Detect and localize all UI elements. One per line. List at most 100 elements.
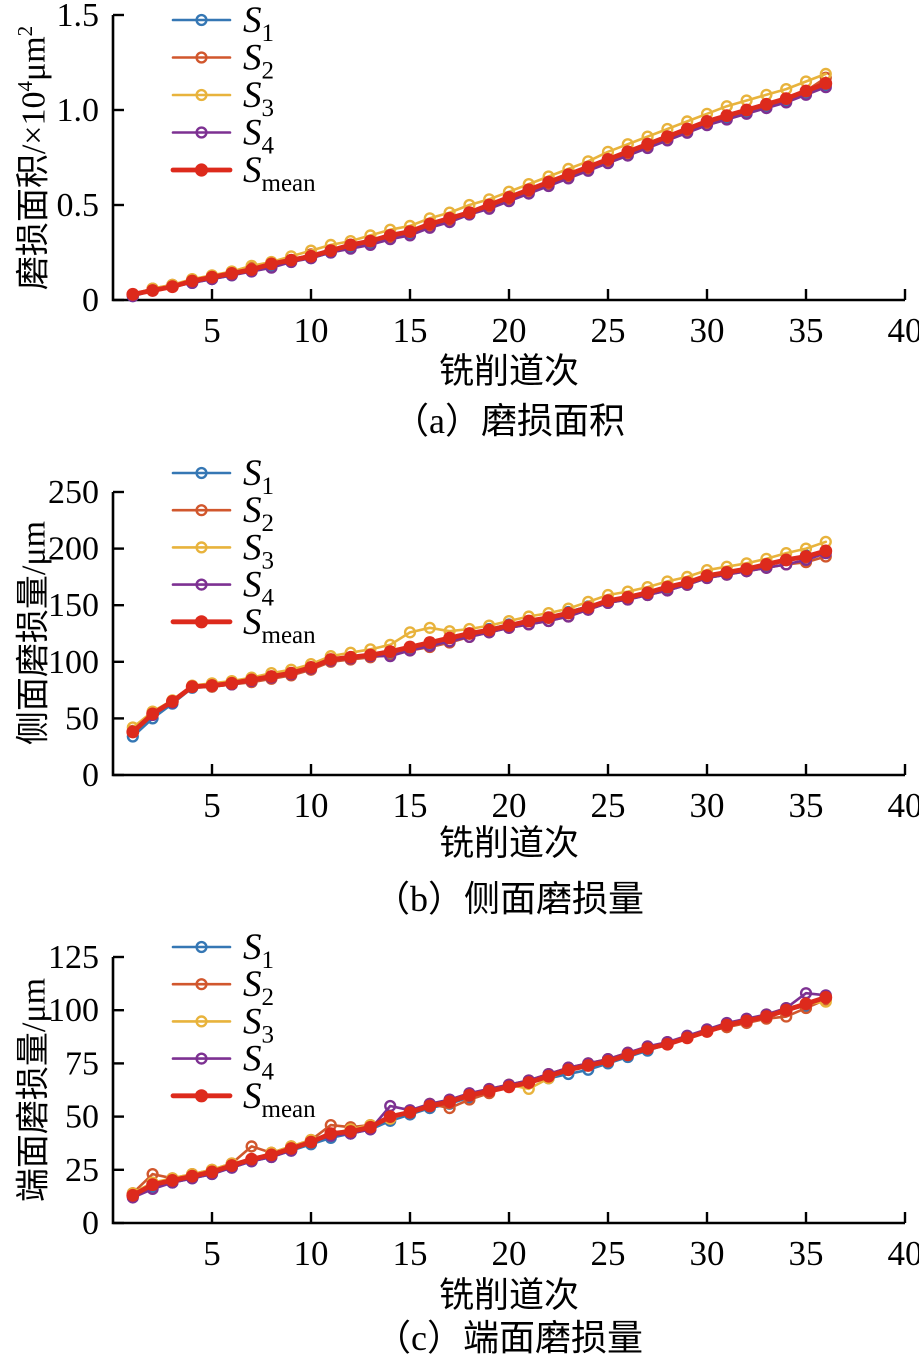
legend-item-S1: S1 xyxy=(171,927,274,974)
data-point xyxy=(443,631,456,645)
y-tick-label: 1.0 xyxy=(57,92,100,129)
data-point xyxy=(205,270,219,284)
legend-marker-open-circle xyxy=(195,578,208,591)
data-point xyxy=(324,244,338,257)
y-tick-label: 25 xyxy=(65,1152,99,1189)
series-S3 xyxy=(126,67,832,301)
y-tick-label: 250 xyxy=(48,474,99,511)
legend-marker-open-circle xyxy=(195,51,208,64)
chart-c-plot: 5 10 15 20 25 30 35 40 0 25 50 75 100 125 S1S2S3S4Smea… xyxy=(48,927,919,1273)
x-tick-label: 20 xyxy=(492,311,527,350)
legend-label: S1 xyxy=(243,927,274,974)
data-point xyxy=(304,1135,318,1149)
data-point xyxy=(720,565,734,579)
legend-label: Smean xyxy=(243,150,316,197)
data-point xyxy=(324,1127,338,1141)
legend-label: S3 xyxy=(243,75,274,122)
legend-item-Smean: Smean xyxy=(170,602,316,649)
legend-marker-open-circle xyxy=(195,1015,208,1028)
data-point xyxy=(720,1018,734,1032)
data-point xyxy=(819,77,833,90)
data-point xyxy=(700,115,714,128)
data-point xyxy=(542,1069,555,1083)
legend-label: S3 xyxy=(243,1001,274,1048)
data-point xyxy=(146,1178,160,1192)
data-point xyxy=(463,1088,476,1102)
x-tick-label: 40 xyxy=(888,1234,919,1273)
data-point xyxy=(680,1031,694,1045)
data-point xyxy=(661,130,674,144)
legend-label: S2 xyxy=(243,38,274,85)
data-point xyxy=(522,183,536,197)
data-point xyxy=(443,211,456,225)
legend-label: S4 xyxy=(243,1039,275,1086)
data-point xyxy=(542,175,555,189)
data-point xyxy=(760,1010,773,1023)
x-tick-label: 20 xyxy=(492,786,527,825)
data-point xyxy=(463,206,476,220)
x-tick-label: 15 xyxy=(393,786,428,825)
x-tick-label: 35 xyxy=(789,1234,824,1273)
legend-marker-open-circle xyxy=(195,126,208,139)
data-point xyxy=(344,238,357,252)
data-point xyxy=(779,92,793,105)
legend-marker-open-circle xyxy=(195,541,208,554)
legend-item-Smean: Smean xyxy=(170,1076,316,1123)
legend-marker-filled-circle xyxy=(194,615,209,629)
data-point xyxy=(581,601,595,614)
x-tick-label: 5 xyxy=(203,311,221,350)
legend-marker-open-circle xyxy=(195,940,208,954)
data-point xyxy=(403,1105,417,1119)
legend-item-S2: S2 xyxy=(171,38,274,85)
data-point xyxy=(779,553,793,567)
y-tick-label: 0 xyxy=(82,1205,99,1242)
legend-marker-open-circle xyxy=(195,466,208,480)
legend-label: S4 xyxy=(243,113,275,160)
data-point xyxy=(542,611,555,625)
legend-label: S2 xyxy=(243,490,274,537)
x-tick-label: 40 xyxy=(888,786,919,825)
data-point xyxy=(265,257,278,271)
data-point xyxy=(819,991,833,1004)
x-tick-label: 25 xyxy=(591,311,626,350)
x-tick-label: 30 xyxy=(690,1234,725,1273)
legend-label: Smean xyxy=(243,602,316,649)
x-tick-label: 15 xyxy=(393,1234,428,1273)
x-tick-label: 20 xyxy=(492,1234,527,1273)
data-point xyxy=(225,1159,239,1172)
x-tick-label: 40 xyxy=(888,311,919,350)
y-tick-label: 100 xyxy=(48,992,99,1029)
data-point xyxy=(166,1174,179,1187)
data-point xyxy=(284,253,298,267)
data-point xyxy=(799,997,813,1011)
x-axis-label-a: 铣削道次 xyxy=(438,352,579,391)
data-point xyxy=(443,1095,456,1109)
y-tick-label: 0 xyxy=(82,757,99,794)
data-point xyxy=(502,1080,516,1094)
data-point xyxy=(146,707,160,721)
data-point xyxy=(205,679,219,692)
x-axis-label-c: 铣削道次 xyxy=(438,1276,579,1315)
data-point xyxy=(740,562,753,576)
data-point xyxy=(641,586,654,600)
legend-marker-open-circle xyxy=(195,1052,208,1065)
data-point xyxy=(661,580,674,594)
data-point xyxy=(245,263,258,276)
data-point xyxy=(760,97,773,111)
y-tick-label: 100 xyxy=(48,644,99,681)
data-point xyxy=(126,1188,140,1202)
data-point xyxy=(463,627,476,640)
legend-label: S1 xyxy=(243,455,274,500)
legend-marker-open-circle xyxy=(195,13,208,27)
series-Smean xyxy=(126,77,833,301)
data-point xyxy=(166,695,179,708)
data-point xyxy=(324,653,338,666)
data-point xyxy=(641,137,654,151)
y-tick-label: 0.5 xyxy=(57,187,100,224)
data-point xyxy=(225,267,239,280)
data-point xyxy=(304,661,318,674)
legend-item-S3: S3 xyxy=(171,527,274,574)
data-point xyxy=(364,234,377,248)
